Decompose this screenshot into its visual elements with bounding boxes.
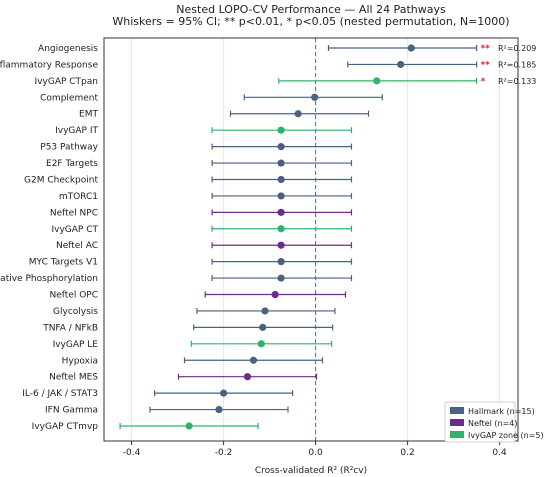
pathway-row: MYC Targets V1 (29, 258, 353, 268)
pathway-label: IvyGAP IT (55, 126, 98, 136)
point-estimate (397, 60, 405, 69)
pathway-row: IvyGAP CT (51, 225, 353, 235)
plot-area: Angiogenesis ** R²=0.209 Inflammatory Respo… (0, 37, 537, 442)
pathway-row: EMT (79, 110, 370, 120)
legend-swatch (450, 419, 464, 426)
pathway-label: EMT (79, 110, 98, 120)
point-estimate (215, 405, 223, 414)
point-estimate (257, 340, 265, 348)
pathway-row: P53 Pathway (40, 143, 353, 153)
point-estimate (277, 258, 285, 266)
significance-stars: * (481, 77, 486, 87)
pathway-row: mTORC1 (59, 192, 353, 202)
pathway-label: MYC Targets V1 (29, 258, 98, 268)
pathway-label: Neftel MES (49, 373, 98, 383)
pathway-row: E2F Targets (46, 159, 353, 169)
pathway-label: Neftel OPC (49, 291, 98, 301)
pathway-row: Neftel MES (49, 373, 318, 383)
point-estimate (243, 373, 252, 381)
pathway-label: mTORC1 (59, 192, 98, 202)
pathway-label: IvyGAP CTmvp (32, 422, 99, 432)
legend: Hallmark (n=15) Neftel (n=4) IvyGAP zone (… (444, 401, 544, 443)
legend-entry-label: IvyGAP zone (n=5) (468, 431, 544, 440)
pathway-row: Angiogenesis ** R²=0.209 (38, 44, 536, 54)
pathway-row: IvyGAP CTmvp (32, 422, 259, 432)
pathway-label: G2M Checkpoint (24, 175, 98, 185)
x-tick-label: -0.2 (215, 448, 233, 458)
pathway-row: Inflammatory Response ** R²=0.185 (0, 60, 536, 70)
point-estimate (220, 389, 228, 397)
x-tick-label: 0.4 (492, 448, 507, 458)
point-estimate (261, 307, 269, 315)
pathway-row: Oxidative Phosphorylation (0, 274, 353, 284)
chart-title: Nested LOPO-CV Performance — All 24 Path… (176, 3, 446, 16)
legend-entry-label: Hallmark (n=15) (468, 407, 535, 416)
point-estimate (277, 274, 285, 282)
point-estimate (259, 323, 267, 331)
pathway-label: Complement (40, 93, 98, 103)
pathway-label: TNFA / NFkB (42, 323, 98, 333)
pathway-label: Angiogenesis (38, 44, 98, 54)
pathway-label: Neftel NPC (50, 208, 98, 218)
legend-swatch (450, 431, 464, 438)
pathway-row: Neftel AC (56, 241, 353, 251)
significance-stars: ** (481, 44, 491, 54)
point-estimate (277, 159, 285, 167)
point-estimate (277, 143, 285, 151)
pathway-label: E2F Targets (46, 159, 98, 169)
pathway-row: IvyGAP IT (55, 126, 353, 136)
r2-annotation: R²=0.185 (498, 60, 536, 69)
pathway-row: Neftel NPC (50, 208, 353, 218)
pathway-row: Hypoxia (62, 356, 324, 366)
point-estimate (277, 126, 285, 134)
x-tick-label: 0.0 (308, 448, 323, 458)
pathway-row: TNFA / NFkB (42, 323, 334, 333)
point-estimate (373, 77, 381, 85)
point-estimate (407, 44, 415, 52)
x-tick-label: -0.4 (123, 448, 141, 458)
pathway-label: P53 Pathway (40, 143, 98, 153)
point-estimate (277, 192, 285, 200)
plot-frame (103, 37, 519, 442)
significance-stars: ** (481, 60, 491, 70)
x-axis: -0.4 -0.2 0.0 0.2 0.4 (123, 441, 507, 458)
pathway-row: IvyGAP LE (53, 340, 333, 350)
pathway-label: IFN Gamma (45, 406, 98, 416)
pathway-row: IvyGAP CTpan * R²=0.133 (35, 77, 537, 87)
point-estimate (277, 175, 285, 184)
point-estimate (249, 356, 258, 364)
point-estimate (185, 422, 193, 430)
pathway-row: IFN Gamma (45, 405, 289, 416)
pathway-row: Neftel OPC (49, 290, 347, 301)
legend-entry-label: Neftel (n=4) (468, 419, 518, 428)
pathway-label: Hypoxia (62, 356, 98, 366)
x-tick-label: 0.2 (400, 448, 414, 458)
pathway-label: Glycolysis (53, 307, 98, 317)
point-estimate (277, 225, 285, 233)
pathway-row: G2M Checkpoint (24, 175, 353, 185)
pathway-row: Complement (40, 93, 383, 103)
point-estimate (277, 241, 285, 249)
point-estimate (311, 93, 319, 101)
pathway-label: IvyGAP CT (51, 225, 98, 235)
x-axis-label: Cross-validated R² (R²cv) (255, 466, 367, 476)
chart-subtitle: Whiskers = 95% CI; ** p<0.01, * p<0.05 (… (112, 15, 509, 28)
pathway-label: IvyGAP CTpan (35, 77, 98, 87)
pathway-label: Neftel AC (56, 241, 98, 251)
pathway-row: Glycolysis (53, 307, 336, 317)
pathway-label: IvyGAP LE (53, 340, 99, 350)
legend-swatch (450, 407, 464, 414)
r2-annotation: R²=0.209 (498, 44, 536, 53)
point-estimate (271, 290, 279, 299)
pathway-label: Inflammatory Response (0, 60, 98, 70)
pathway-row: IL-6 / JAK / STAT3 (22, 389, 294, 399)
point-estimate (277, 208, 285, 216)
r2-annotation: R²=0.133 (498, 77, 536, 86)
gridlines (131, 38, 501, 441)
pathway-label: Oxidative Phosphorylation (0, 274, 98, 284)
point-estimate (294, 110, 302, 118)
pathway-label: IL-6 / JAK / STAT3 (22, 389, 98, 399)
